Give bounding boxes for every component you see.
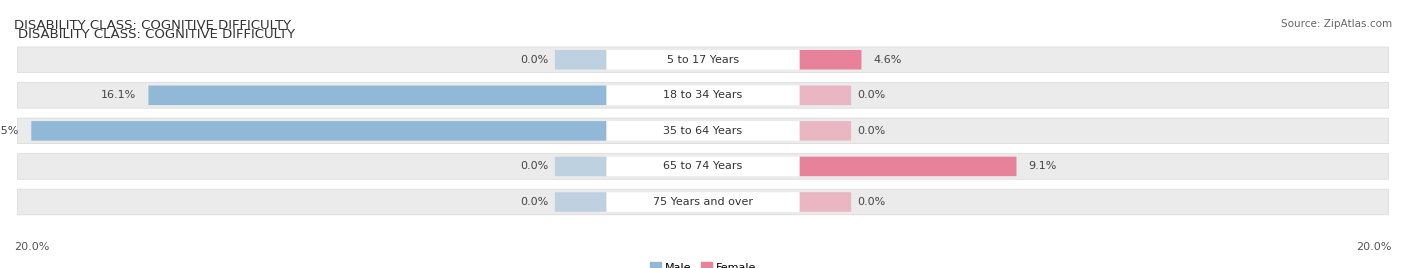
FancyBboxPatch shape [606,121,800,141]
FancyBboxPatch shape [800,157,1017,176]
FancyBboxPatch shape [800,121,851,141]
FancyBboxPatch shape [800,192,851,212]
FancyBboxPatch shape [17,47,1389,73]
Text: 18 to 34 Years: 18 to 34 Years [664,90,742,100]
FancyBboxPatch shape [555,192,606,212]
FancyBboxPatch shape [149,85,606,105]
FancyBboxPatch shape [17,189,1389,215]
FancyBboxPatch shape [17,83,1389,108]
Text: 0.0%: 0.0% [858,126,886,136]
Text: 16.1%: 16.1% [101,90,136,100]
Text: 65 to 74 Years: 65 to 74 Years [664,161,742,172]
FancyBboxPatch shape [606,192,800,212]
Text: 19.5%: 19.5% [0,126,20,136]
FancyBboxPatch shape [606,85,800,105]
Text: 0.0%: 0.0% [520,55,548,65]
Text: 0.0%: 0.0% [520,197,548,207]
Text: 9.1%: 9.1% [1029,161,1057,172]
Text: 0.0%: 0.0% [858,197,886,207]
Text: 20.0%: 20.0% [14,242,49,252]
Legend: Male, Female: Male, Female [645,257,761,268]
Text: DISABILITY CLASS: COGNITIVE DIFFICULTY: DISABILITY CLASS: COGNITIVE DIFFICULTY [14,19,291,32]
Text: 0.0%: 0.0% [858,90,886,100]
FancyBboxPatch shape [606,157,800,176]
FancyBboxPatch shape [31,121,606,141]
Text: 35 to 64 Years: 35 to 64 Years [664,126,742,136]
FancyBboxPatch shape [17,154,1389,179]
FancyBboxPatch shape [800,50,862,69]
Text: 0.0%: 0.0% [520,161,548,172]
FancyBboxPatch shape [800,85,851,105]
Text: DISABILITY CLASS: COGNITIVE DIFFICULTY: DISABILITY CLASS: COGNITIVE DIFFICULTY [17,28,295,41]
Text: 5 to 17 Years: 5 to 17 Years [666,55,740,65]
FancyBboxPatch shape [555,157,606,176]
Text: Source: ZipAtlas.com: Source: ZipAtlas.com [1281,19,1392,29]
FancyBboxPatch shape [555,50,606,69]
FancyBboxPatch shape [17,118,1389,144]
Text: 4.6%: 4.6% [873,55,901,65]
Text: 20.0%: 20.0% [1357,242,1392,252]
Text: 75 Years and over: 75 Years and over [652,197,754,207]
FancyBboxPatch shape [606,50,800,69]
